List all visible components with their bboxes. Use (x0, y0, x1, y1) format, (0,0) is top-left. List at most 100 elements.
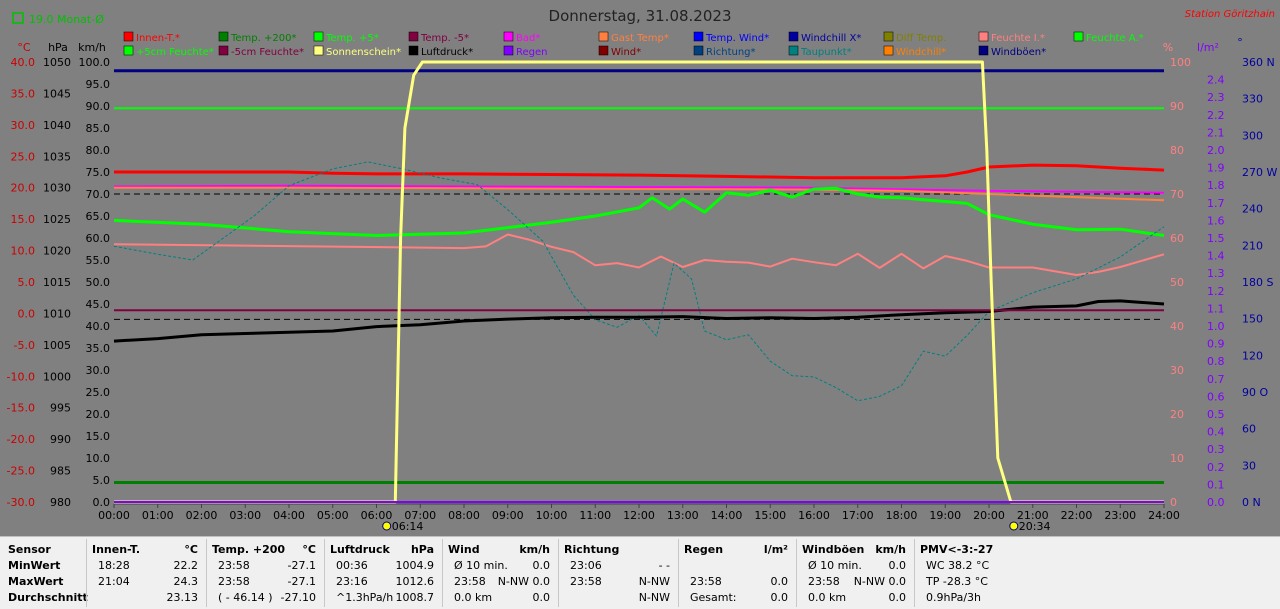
wind-tick: 55.0 (86, 254, 111, 267)
legend-swatch-feuchtea (1073, 31, 1084, 42)
x-tick-label: 15:00 (754, 509, 786, 522)
direction-tick: 270 W (1242, 166, 1277, 179)
pressure-tick: 1010 (43, 307, 71, 320)
stats-col-title: Temp. +200 (212, 543, 286, 556)
unit-kmh: km/h (78, 41, 106, 54)
legend-label-tempm5: Temp. -5* (420, 33, 469, 44)
station-label: Station Göritzhain (1185, 9, 1275, 20)
pressure-tick: 1015 (43, 276, 71, 289)
direction-tick: 180 S (1242, 276, 1273, 289)
stats-col-unit: l/m² (763, 543, 788, 556)
direction-tick: 150 (1242, 313, 1263, 326)
legend-label-windchill: Windchill* (896, 47, 946, 58)
weather-chart: Innen-T.* Temp. +200* Temp. +5* Temp. -5* Ba… (6, 7, 1278, 533)
legend-label-temp200: Temp. +200* (230, 33, 296, 44)
humidity-tick: 40 (1170, 320, 1184, 333)
humidity-tick: 30 (1170, 364, 1184, 377)
stats-col-title: Richtung (564, 543, 620, 556)
temp-tick: 40.0 (11, 56, 36, 69)
x-tick-label: 13:00 (667, 509, 699, 522)
humidity-tick: 60 (1170, 232, 1184, 245)
stats-col-title: Innen-T. (92, 543, 141, 556)
direction-tick: 300 (1242, 129, 1263, 142)
stats-cell-left: Gesamt: (690, 591, 737, 604)
rain-tick: 0.5 (1207, 408, 1225, 421)
temp-tick: 35.0 (11, 87, 36, 100)
stats-cell-left: 00:36 (336, 559, 368, 572)
pressure-tick: 980 (50, 496, 71, 509)
rain-tick: 0.3 (1207, 443, 1225, 456)
temp-tick: -5.0 (14, 339, 35, 352)
stats-cell-left: Ø 10 min. (454, 559, 508, 572)
stats-cell-right: 1004.9 (395, 559, 435, 572)
stats-cell-right: 23.13 (166, 591, 199, 604)
rain-tick: 2.1 (1207, 126, 1225, 139)
legend-label-windboeen: Windböen* (991, 47, 1046, 58)
x-tick-label: 17:00 (842, 509, 874, 522)
stats-separator (442, 539, 443, 607)
stats-separator (558, 539, 559, 607)
legend-label-bad: Bad* (516, 33, 540, 44)
stats-cell-right: 0.0 (532, 591, 551, 604)
stats-separator (324, 539, 325, 607)
stats-col-unit: hPa (410, 543, 434, 556)
stats-cell-left: 0.0 km (808, 591, 847, 604)
pressure-tick: 1035 (43, 150, 71, 163)
wind-tick: 45.0 (86, 298, 111, 311)
stats-cell-left: 23:58 (570, 575, 602, 588)
unit-pct: % (1163, 41, 1173, 54)
stats-cell-right: 0.0 (888, 591, 907, 604)
wind-tick: 50.0 (86, 276, 111, 289)
stats-cell-left: 23:06 (570, 559, 602, 572)
stats-cell-right: N-NW (638, 575, 670, 588)
series (113, 60, 1165, 504)
series-feuchtei (113, 233, 1165, 276)
rain-tick: 2.4 (1207, 74, 1225, 87)
rain-tick: 0.6 (1207, 390, 1225, 403)
rain-tick: 0.9 (1207, 338, 1225, 351)
wind-tick: 5.0 (93, 474, 111, 487)
wind-tick: 35.0 (86, 342, 111, 355)
legend-swatch-taupunkt (788, 45, 799, 56)
sunrise-label: 06:14 (392, 520, 424, 533)
stats-cell-right: -27.10 (280, 591, 316, 604)
pressure-tick: 1000 (43, 370, 71, 383)
wind-tick: 20.0 (86, 408, 111, 421)
rain-tick: 0.0 (1207, 496, 1225, 509)
stats-cell-right: -27.1 (287, 559, 316, 572)
wind-tick: 75.0 (86, 166, 111, 179)
legend-label-regen: Regen (516, 47, 548, 58)
stats-col-title: Luftdruck (330, 543, 390, 556)
rain-tick: 1.0 (1207, 320, 1225, 333)
temp-tick: 20.0 (11, 182, 36, 195)
legend-swatch-feuchte5 (123, 45, 134, 56)
legend-swatch-innen (123, 31, 134, 42)
rain-tick: 0.4 (1207, 426, 1225, 439)
pressure-tick: 1025 (43, 213, 71, 226)
wind-tick: 10.0 (86, 452, 111, 465)
rain-tick: 0.8 (1207, 355, 1225, 368)
humidity-tick: 90 (1170, 100, 1184, 113)
wind-tick: 25.0 (86, 386, 111, 399)
temp-tick: -10.0 (7, 370, 35, 383)
x-tick-label: 03:00 (229, 509, 261, 522)
legend-label-luft: Luftdruck* (421, 47, 473, 58)
stats-cell-right: 24.3 (173, 575, 199, 588)
sunrise-icon (382, 521, 392, 531)
pressure-tick: 1020 (43, 245, 71, 258)
unit-deg: ° (1237, 36, 1243, 49)
rain-tick: 2.2 (1207, 109, 1225, 122)
legend-label-innen: Innen-T.* (136, 33, 180, 44)
x-tick-label: 19:00 (929, 509, 961, 522)
wind-tick: 90.0 (86, 100, 111, 113)
legend: Innen-T.* Temp. +200* Temp. +5* Temp. -5* Ba… (123, 31, 1144, 58)
humidity-tick: 100 (1170, 56, 1191, 69)
sunset-label: 20:34 (1019, 520, 1051, 533)
stats-row-label: MaxWert (8, 575, 64, 588)
legend-label-tempwind: Temp. Wind* (705, 33, 769, 44)
x-tick-label: 22:00 (1061, 509, 1093, 522)
stats-cell-left: 23:58 (454, 575, 486, 588)
stats-cell-right: 0.0 (770, 575, 789, 588)
legend-swatch-richtung (693, 45, 704, 56)
stats-row-label: MinWert (8, 559, 61, 572)
